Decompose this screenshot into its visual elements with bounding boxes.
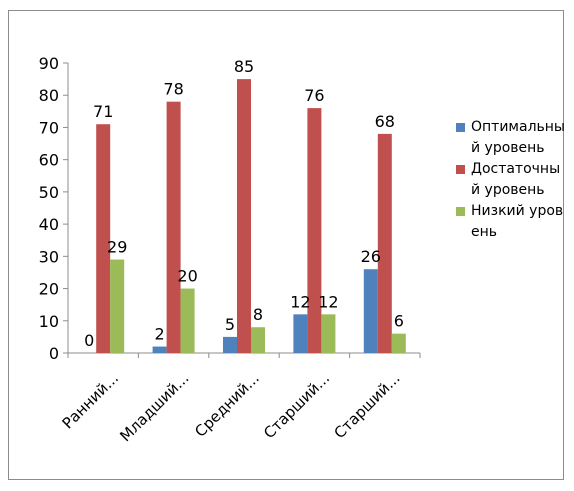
bar: [152, 346, 167, 353]
y-tick-label: 50: [39, 183, 59, 202]
y-tick-label: 90: [39, 54, 59, 73]
legend-label: Оптимальный уровень: [471, 119, 565, 156]
bar-value-label: 68: [375, 112, 395, 131]
legend-label: Низкий уровень: [471, 203, 564, 240]
bars: [96, 79, 406, 354]
bar-value-label: 20: [177, 267, 197, 286]
x-category-label: Старший...: [330, 369, 403, 442]
legend-label: Достаточный уровень: [471, 161, 561, 198]
y-tick-label: 20: [39, 280, 59, 299]
bar-value-label: 76: [304, 86, 324, 105]
y-tick-label: 10: [39, 312, 59, 331]
bar-value-label: 6: [394, 312, 404, 331]
legend-swatch: [456, 123, 465, 132]
bar: [391, 333, 406, 353]
bar-value-label: 26: [361, 247, 381, 266]
y-tick-label: 70: [39, 118, 59, 137]
bar: [237, 79, 251, 353]
bar-value-label: 5: [225, 315, 235, 334]
x-axis: Ранний...Младший...Средний...Старший...С…: [59, 352, 421, 445]
x-category-label: Младший...: [116, 369, 192, 445]
bar-value-label: 0: [84, 331, 94, 350]
legend-swatch: [456, 207, 465, 216]
bar-value-label: 29: [107, 238, 127, 257]
bar-value-label: 12: [290, 292, 310, 311]
bar: [96, 124, 111, 353]
y-axis: 0 10 20 30 40 50 60 70 80 90: [39, 54, 69, 363]
bar: [251, 327, 265, 353]
bar-value-label: 71: [93, 102, 113, 121]
bar-value-label: 78: [163, 80, 183, 99]
legend-entry: Оптимальный уровень: [456, 117, 572, 159]
bar-value-label: 8: [253, 305, 263, 324]
legend: Оптимальный уровень Достаточный уровень Ни…: [456, 117, 572, 243]
y-tick-label: 80: [39, 86, 59, 105]
bar: [223, 336, 237, 353]
bar: [363, 269, 378, 353]
bar-value-label: 85: [234, 57, 254, 76]
bar-value-label: 12: [318, 292, 338, 311]
y-tick-label: 0: [49, 344, 59, 363]
y-tick-label: 60: [39, 151, 59, 170]
bar: [321, 314, 336, 353]
y-tick-label: 40: [39, 215, 59, 234]
x-category-label: Ранний...: [59, 369, 122, 432]
bar: [293, 314, 308, 353]
x-category-label: Старший...: [260, 369, 333, 442]
y-tick-label: 30: [39, 247, 59, 266]
legend-entry: Достаточный уровень: [456, 159, 572, 201]
bar-value-label: 2: [155, 325, 165, 344]
x-category-label: Средний...: [191, 369, 263, 441]
bar: [110, 259, 125, 353]
legend-swatch: [456, 165, 465, 174]
bar: [166, 101, 181, 354]
bar: [377, 133, 392, 353]
bar: [180, 288, 195, 353]
bar: [307, 108, 322, 353]
data-labels: 0 2 5 12 26 71 78 85 76 68 29 20 8 12 6: [84, 57, 404, 350]
legend-entry: Низкий уровень: [456, 201, 572, 243]
